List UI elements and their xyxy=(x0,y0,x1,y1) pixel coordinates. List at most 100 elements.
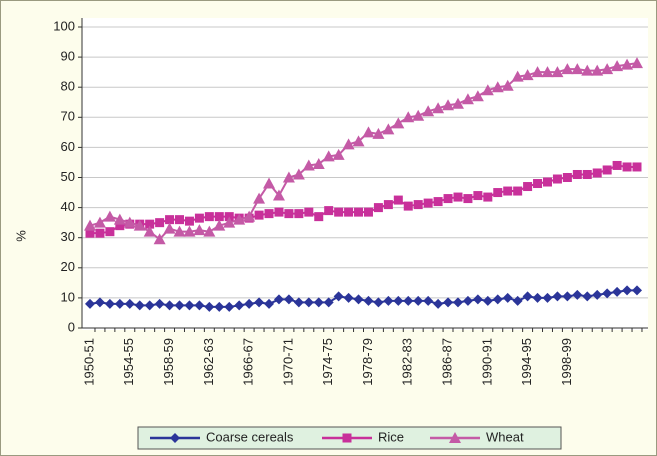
data-point xyxy=(502,292,513,303)
data-point xyxy=(482,295,493,306)
data-point xyxy=(581,64,594,76)
data-point xyxy=(103,210,116,222)
data-point xyxy=(343,292,354,303)
x-tick-label: 1986-87 xyxy=(439,338,454,386)
data-point xyxy=(552,291,563,302)
y-tick-label: 20 xyxy=(61,259,75,274)
data-point xyxy=(353,294,364,305)
data-point xyxy=(274,207,284,217)
data-point xyxy=(493,188,503,198)
data-point xyxy=(144,300,155,311)
data-point xyxy=(243,210,256,222)
data-point xyxy=(133,219,146,231)
data-point xyxy=(461,93,474,105)
y-tick-label: 0 xyxy=(68,319,75,334)
data-point xyxy=(423,295,434,306)
data-point xyxy=(373,297,384,308)
data-point xyxy=(601,63,614,75)
data-point xyxy=(93,216,106,228)
data-point xyxy=(233,213,246,225)
legend-marker xyxy=(342,433,352,443)
data-point xyxy=(85,228,95,238)
data-point xyxy=(463,194,473,204)
y-tick-label: 40 xyxy=(61,199,75,214)
data-point xyxy=(571,63,584,75)
data-point xyxy=(602,288,613,299)
data-point xyxy=(214,301,225,312)
data-point xyxy=(412,109,425,121)
data-point xyxy=(432,102,445,114)
data-point xyxy=(115,221,125,231)
data-point xyxy=(392,117,405,129)
data-point xyxy=(622,162,632,172)
data-point xyxy=(194,300,205,311)
data-point xyxy=(562,173,572,182)
data-point xyxy=(533,179,543,189)
data-point xyxy=(393,195,403,205)
data-point xyxy=(503,186,513,196)
data-point xyxy=(184,300,195,311)
data-point xyxy=(363,295,374,306)
legend-label: Coarse cereals xyxy=(206,429,294,444)
data-point xyxy=(473,191,483,201)
x-tick-label: 1954-55 xyxy=(121,338,136,386)
data-point xyxy=(393,295,404,306)
data-point xyxy=(451,97,464,109)
y-tick-label: 70 xyxy=(61,109,75,124)
data-point xyxy=(513,186,523,196)
data-point xyxy=(323,297,334,308)
data-point xyxy=(322,150,335,162)
data-point xyxy=(511,70,524,82)
data-point xyxy=(282,171,295,183)
data-point xyxy=(562,291,573,302)
data-point xyxy=(542,292,553,303)
y-tick-label: 80 xyxy=(61,79,75,94)
data-point xyxy=(492,294,503,305)
legend-marker xyxy=(170,433,180,443)
legend-label: Rice xyxy=(378,429,404,444)
data-point xyxy=(423,198,433,208)
data-point xyxy=(403,201,413,211)
data-point xyxy=(552,174,562,184)
data-point xyxy=(592,289,603,300)
data-point xyxy=(582,169,592,179)
plot-area xyxy=(82,18,648,330)
data-point xyxy=(382,123,395,135)
data-point xyxy=(203,225,216,237)
data-point xyxy=(165,215,175,225)
data-point xyxy=(354,207,364,217)
data-point xyxy=(632,162,642,172)
x-tick-label: 1990-91 xyxy=(479,338,494,386)
data-point xyxy=(622,285,633,296)
data-point xyxy=(143,225,156,237)
data-point xyxy=(632,285,642,296)
data-point xyxy=(383,295,394,306)
y-tick-label: 50 xyxy=(61,169,75,184)
data-point xyxy=(145,219,155,229)
data-point xyxy=(254,297,265,308)
x-tick-label: 1950-51 xyxy=(81,338,96,386)
data-point xyxy=(124,298,135,309)
data-point xyxy=(114,298,125,309)
data-point xyxy=(591,64,604,76)
data-point xyxy=(611,60,624,72)
data-point xyxy=(523,182,533,192)
data-point xyxy=(164,300,175,311)
data-point xyxy=(491,81,504,93)
x-tick-label: 1958-59 xyxy=(161,338,176,386)
data-point xyxy=(631,57,643,69)
data-point xyxy=(313,297,324,308)
data-point xyxy=(572,169,582,179)
data-point xyxy=(292,168,305,180)
data-point xyxy=(582,291,593,302)
data-point xyxy=(312,157,325,169)
data-point xyxy=(602,165,612,175)
data-point xyxy=(184,216,194,226)
legend-label: Wheat xyxy=(486,429,524,444)
x-tick-label: 1970-71 xyxy=(280,338,295,386)
data-point xyxy=(302,159,315,171)
data-point xyxy=(303,297,314,308)
data-point xyxy=(272,189,285,201)
data-point xyxy=(512,295,523,306)
data-point xyxy=(163,222,176,234)
